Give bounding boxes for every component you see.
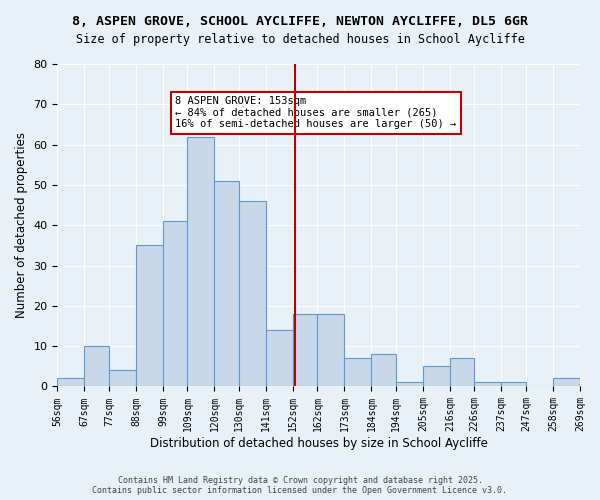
Bar [553, 378, 580, 386]
Text: Contains HM Land Registry data © Crown copyright and database right 2025.
Contai: Contains HM Land Registry data © Crown c… [92, 476, 508, 495]
Bar [266, 330, 293, 386]
Bar [502, 382, 526, 386]
Bar [344, 358, 371, 386]
Bar [423, 366, 450, 386]
Bar [475, 382, 502, 386]
Bar [163, 221, 187, 386]
Bar [450, 358, 475, 386]
Bar [58, 378, 85, 386]
Bar [371, 354, 396, 386]
Bar [214, 181, 239, 386]
Text: 8 ASPEN GROVE: 153sqm
← 84% of detached houses are smaller (265)
16% of semi-det: 8 ASPEN GROVE: 153sqm ← 84% of detached … [175, 96, 457, 130]
Y-axis label: Number of detached properties: Number of detached properties [15, 132, 28, 318]
Bar [239, 201, 266, 386]
Text: 8, ASPEN GROVE, SCHOOL AYCLIFFE, NEWTON AYCLIFFE, DL5 6GR: 8, ASPEN GROVE, SCHOOL AYCLIFFE, NEWTON … [72, 15, 528, 28]
Bar [317, 314, 344, 386]
Bar [85, 346, 109, 387]
Bar [187, 136, 214, 386]
Bar [136, 246, 163, 386]
Bar [293, 314, 317, 386]
Bar [109, 370, 136, 386]
Bar [580, 378, 600, 386]
Text: Size of property relative to detached houses in School Aycliffe: Size of property relative to detached ho… [76, 32, 524, 46]
X-axis label: Distribution of detached houses by size in School Aycliffe: Distribution of detached houses by size … [150, 437, 488, 450]
Bar [396, 382, 423, 386]
